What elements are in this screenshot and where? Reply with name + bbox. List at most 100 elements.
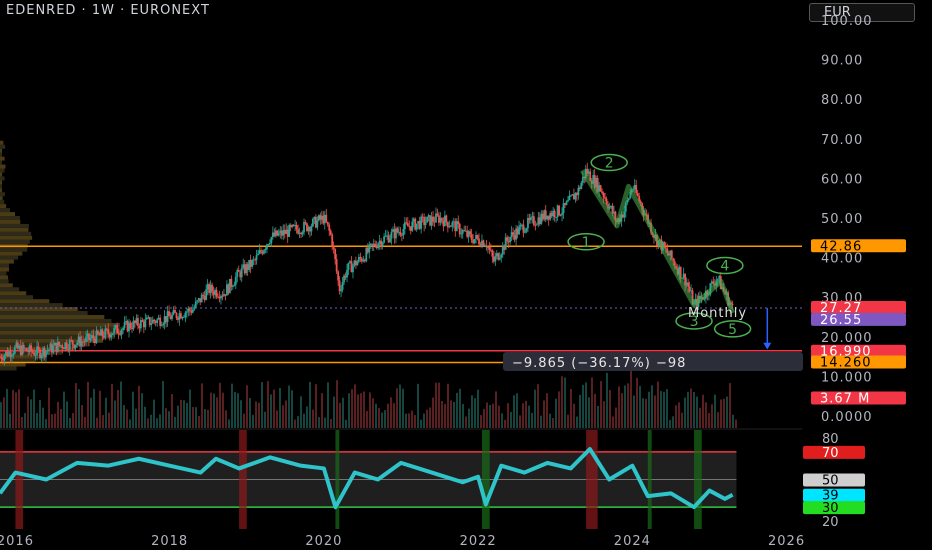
candle-body: [184, 313, 186, 317]
volume-bar: [270, 394, 272, 428]
volume-bar: [54, 414, 56, 428]
y-tick-label: 10.000: [821, 370, 873, 385]
volume-bar: [711, 404, 713, 428]
volume-bar: [504, 420, 506, 428]
candle-body: [192, 310, 194, 313]
candle-body: [61, 345, 63, 348]
volume-bar: [456, 393, 458, 428]
volume-bar: [570, 389, 572, 428]
volume-bar: [57, 402, 59, 428]
volume-bar: [654, 395, 656, 428]
volume-bar: [585, 382, 587, 428]
price-badge-label: 3.67 M: [820, 391, 870, 406]
volume-bar: [333, 397, 335, 428]
candle-body: [383, 237, 385, 243]
volume-bar: [81, 405, 83, 428]
volume-bar: [93, 389, 95, 428]
candle-body: [672, 259, 674, 262]
volume-profile-bar: [0, 299, 49, 303]
candle-body: [12, 354, 14, 356]
volume-profile-bar: [0, 176, 5, 180]
volume-profile-bar: [0, 232, 31, 236]
candle-body: [266, 244, 268, 248]
volume-bar: [228, 419, 230, 428]
candle-body: [490, 250, 492, 251]
wave-label-2: 2: [605, 156, 614, 172]
volume-bar: [393, 403, 395, 428]
volume-bar: [231, 384, 233, 428]
volume-bar: [477, 390, 479, 428]
candle-body: [150, 323, 152, 325]
volume-bar: [66, 401, 68, 428]
volume-bar: [219, 383, 221, 428]
candle-body: [402, 229, 404, 236]
candle-body: [303, 222, 305, 232]
volume-bar: [423, 414, 425, 428]
candle-body: [146, 318, 148, 320]
candle-body: [23, 345, 25, 349]
volume-bar: [672, 416, 674, 428]
candle-body: [451, 222, 453, 226]
candle-body: [687, 283, 689, 287]
volume-bar: [321, 393, 323, 428]
candle-body: [558, 206, 560, 216]
volume-bar: [645, 399, 647, 428]
volume-bar: [348, 393, 350, 428]
volume-bar: [372, 398, 374, 428]
volume-bar: [0, 402, 2, 428]
candle-body: [121, 330, 123, 335]
candle-body: [305, 222, 307, 223]
candle-body: [235, 277, 237, 285]
candle-body: [600, 185, 602, 191]
volume-bar: [546, 393, 548, 428]
candle-body: [11, 355, 13, 357]
volume-bar: [312, 410, 314, 428]
candle-body: [32, 351, 34, 352]
volume-bar: [354, 384, 356, 428]
volume-bar: [663, 392, 665, 428]
volume-bar: [129, 419, 131, 428]
candle-body: [382, 242, 384, 246]
volume-profile-bar: [0, 315, 104, 319]
volume-bar: [573, 404, 575, 428]
volume-bar: [306, 406, 308, 428]
volume-profile-bar: [0, 224, 29, 228]
volume-bar: [147, 418, 149, 428]
volume-bar: [264, 412, 266, 428]
volume-bar: [669, 420, 671, 428]
candle-body: [156, 319, 158, 323]
volume-bar: [531, 413, 533, 428]
volume-bar: [675, 405, 677, 428]
volume-bar: [63, 392, 65, 428]
volume-bar: [168, 411, 170, 428]
candle-body: [263, 250, 265, 253]
volume-bar: [27, 397, 29, 428]
candle-body: [445, 216, 447, 222]
volume-bar: [198, 416, 200, 428]
candle-body: [526, 228, 528, 231]
volume-bar: [246, 385, 248, 428]
candle-body: [471, 234, 473, 240]
volume-bar: [282, 405, 284, 428]
volume-profile-bar: [0, 208, 10, 212]
volume-bar: [15, 392, 17, 428]
volume-bar: [498, 406, 500, 428]
volume-bar: [693, 392, 695, 428]
candle-body: [97, 331, 99, 334]
candle-body: [374, 244, 376, 247]
volume-bar: [426, 410, 428, 428]
volume-profile-bar: [0, 319, 111, 323]
candle-body: [337, 271, 339, 280]
volume-bar: [657, 382, 659, 428]
volume-bar: [699, 408, 701, 428]
candle-body: [483, 240, 485, 246]
candle-body: [340, 290, 342, 291]
volume-bar: [240, 400, 242, 428]
candle-body: [269, 243, 271, 244]
volume-bar: [303, 414, 305, 428]
candle-body: [606, 199, 608, 204]
candle-body: [26, 348, 28, 351]
candle-body: [161, 325, 163, 326]
candle-body: [45, 351, 47, 357]
